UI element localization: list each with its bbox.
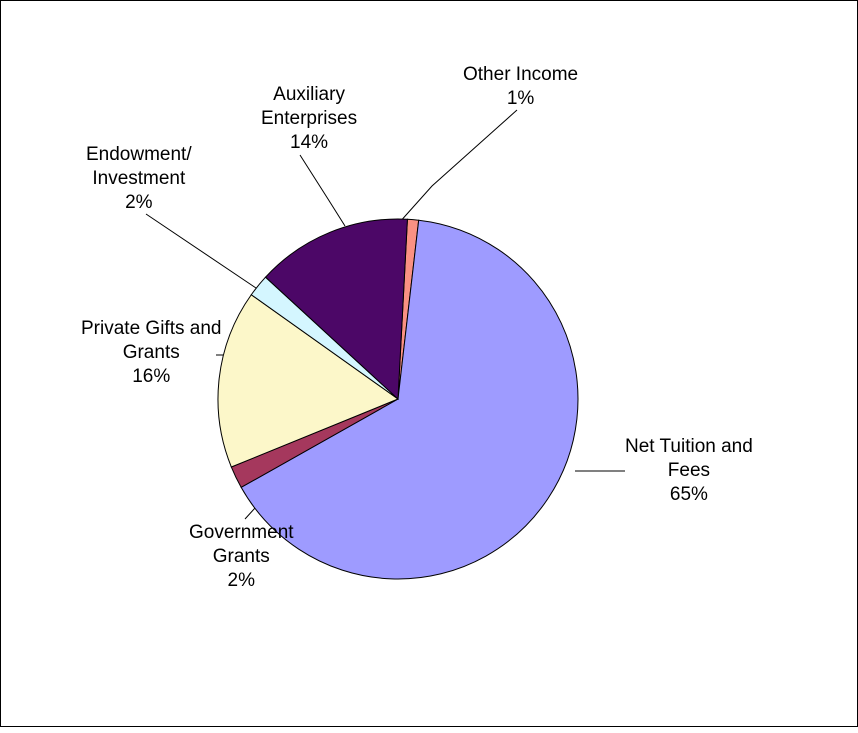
slice-label-line: Investment (86, 167, 192, 191)
slice-label: GovernmentGrants2% (189, 521, 294, 592)
slice-label: Endowment/Investment2% (86, 143, 192, 214)
slice-label-line: Grants (81, 341, 221, 365)
slice-label-line: Enterprises (261, 107, 357, 131)
slice-label-line: 16% (81, 365, 221, 389)
slice-label: Net Tuition andFees65% (625, 435, 753, 506)
slice-label-line: Net Tuition and (625, 435, 753, 459)
slice-label-line: 14% (261, 131, 357, 155)
slice-label: AuxiliaryEnterprises14% (261, 83, 357, 154)
slice-label-line: Private Gifts and (81, 317, 221, 341)
slice-label-line: 2% (86, 191, 192, 215)
slice-label-line: Fees (625, 459, 753, 483)
slice-label: Private Gifts andGrants16% (81, 317, 221, 388)
slice-label-line: Endowment/ (86, 143, 192, 167)
slice-label-line: 65% (625, 483, 753, 507)
pie-chart-container: Other Income1% Net Tuition andFees65% Gove… (0, 0, 858, 727)
slice-label-line: Other Income (463, 63, 578, 87)
slice-label-line: Grants (189, 545, 294, 569)
slice-label: Other Income1% (463, 63, 578, 111)
slice-label-line: 2% (189, 569, 294, 593)
slice-label-line: 1% (463, 87, 578, 111)
slice-label-line: Auxiliary (261, 83, 357, 107)
slice-label-line: Government (189, 521, 294, 545)
